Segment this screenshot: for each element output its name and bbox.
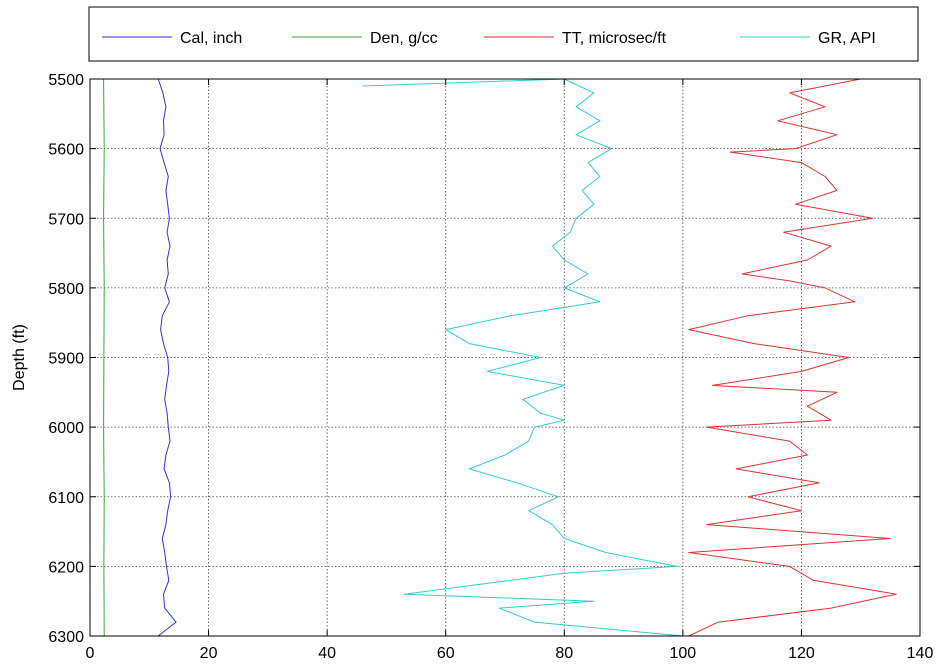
- ticks: 0 20 40 60 80 100 120 140 5500 5600 5700 5800 5900 60…: [48, 72, 933, 662]
- legend-box: [88, 6, 919, 62]
- grid: [90, 79, 920, 636]
- x-tick-label: 20: [200, 645, 218, 662]
- series-line-1: [103, 78, 105, 637]
- y-tick-label: 6100: [48, 490, 84, 507]
- y-tick-label: 5900: [48, 351, 84, 368]
- y-tick-label: 5500: [48, 72, 84, 89]
- x-tick-label: 140: [907, 645, 934, 662]
- x-tick-label: 120: [788, 645, 815, 662]
- x-tick-label: 40: [318, 645, 336, 662]
- legend: Cal, inch Den, g/cc TT, microsec/ft GR, API: [88, 6, 919, 62]
- x-tick-label: 100: [670, 645, 697, 662]
- x-tick-label: 0: [86, 645, 95, 662]
- y-tick-label: 5700: [48, 211, 84, 228]
- series-line-2: [688, 78, 897, 637]
- y-tick-label: 6200: [48, 559, 84, 576]
- legend-label: GR, API: [818, 30, 876, 47]
- y-tick-label: 5600: [48, 142, 84, 159]
- series-group: [103, 78, 897, 637]
- x-tick-label: 60: [437, 645, 455, 662]
- y-tick-label: 5800: [48, 281, 84, 298]
- y-axis-label: Depth (ft): [11, 324, 28, 391]
- legend-label: Cal, inch: [180, 30, 242, 47]
- legend-label: Den, g/cc: [370, 30, 438, 47]
- x-tick-label: 80: [555, 645, 573, 662]
- series-line-3: [362, 78, 683, 637]
- plot-frame: [89, 78, 921, 637]
- y-tick-label: 6000: [48, 420, 84, 437]
- series-line-0: [157, 78, 177, 637]
- y-tick-label: 6300: [48, 629, 84, 646]
- legend-label: TT, microsec/ft: [562, 30, 667, 47]
